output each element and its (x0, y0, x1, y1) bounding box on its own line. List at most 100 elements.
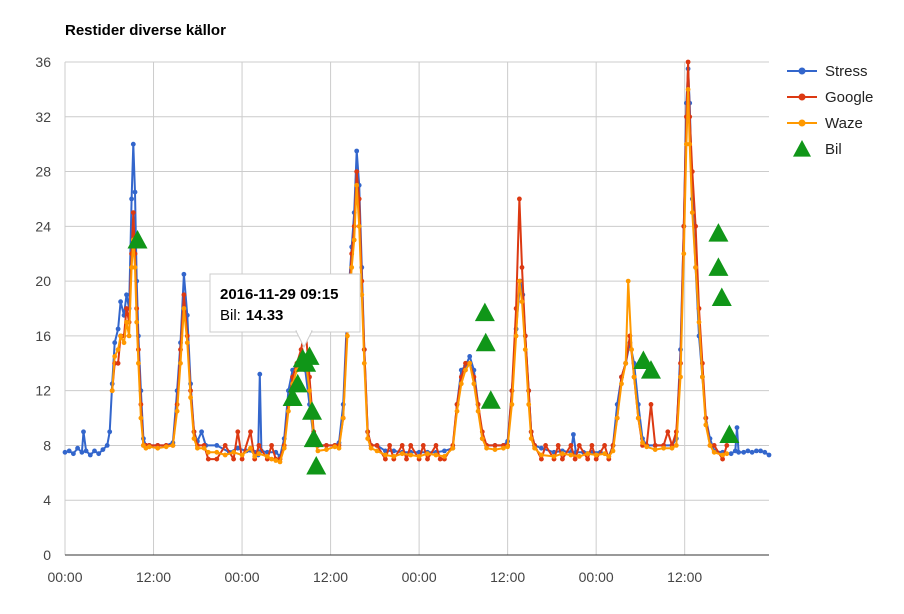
data-point (248, 445, 253, 451)
data-point (724, 451, 730, 457)
legend-item-google[interactable]: Google (787, 89, 873, 106)
data-point (383, 452, 388, 458)
data-point (689, 210, 695, 216)
data-point (269, 456, 274, 462)
legend-item-stress[interactable]: Stress (787, 63, 868, 80)
data-point (606, 454, 612, 459)
data-point (349, 265, 355, 270)
data-point (640, 440, 645, 446)
data-point (104, 443, 110, 448)
data-point (602, 443, 607, 448)
data-point (365, 436, 371, 441)
data-point (454, 408, 460, 414)
data-point (749, 449, 755, 455)
data-point (568, 443, 574, 448)
data-point (79, 449, 85, 455)
y-tick-label: 4 (43, 492, 51, 508)
data-point (629, 347, 634, 352)
data-point-triangle (633, 350, 654, 370)
data-point (758, 448, 763, 454)
data-point (351, 237, 357, 243)
data-point (252, 454, 258, 459)
data-point (408, 452, 414, 458)
data-point (354, 182, 360, 188)
data-point (136, 360, 141, 366)
data-point (484, 445, 489, 451)
data-point (517, 278, 522, 284)
data-point-triangle (127, 230, 148, 249)
data-point (539, 456, 544, 462)
data-point (205, 456, 211, 462)
data-point (551, 454, 557, 459)
data-point (356, 223, 362, 229)
data-point (188, 395, 194, 400)
legend-item-waze[interactable]: Waze (787, 115, 863, 132)
data-point (118, 333, 123, 339)
legend-dot (798, 119, 806, 127)
data-point-triangle (303, 428, 324, 448)
data-point (734, 425, 740, 430)
data-point (256, 443, 262, 448)
data-point (124, 319, 129, 325)
data-point (256, 451, 262, 457)
data-point (532, 445, 537, 451)
data-point (315, 448, 321, 454)
data-point (374, 448, 380, 454)
data-point (96, 451, 102, 457)
data-point (652, 447, 658, 452)
data-point-triangle (475, 332, 496, 352)
data-point-triangle (640, 360, 661, 379)
data-point-triangle (480, 390, 501, 409)
data-point (383, 456, 388, 462)
x-tick-label: 12:00 (136, 569, 171, 585)
data-point (711, 449, 717, 455)
data-point (467, 360, 473, 366)
series-layer (62, 59, 772, 475)
data-point (513, 333, 519, 339)
data-point (324, 447, 329, 452)
data-point (593, 452, 599, 458)
data-point (115, 347, 121, 352)
data-point (205, 449, 211, 455)
data-point (652, 443, 658, 448)
tooltip-title: 2016-11-29 09:15 (220, 286, 338, 303)
data-point (517, 196, 522, 202)
data-point (170, 443, 176, 448)
data-point (126, 333, 132, 339)
data-point (178, 360, 183, 366)
data-point (509, 402, 515, 407)
y-tick-label: 0 (43, 547, 51, 563)
y-tick-label: 28 (35, 164, 51, 180)
data-point (687, 141, 693, 147)
data-point (560, 451, 565, 457)
data-point (181, 292, 187, 298)
data-point (614, 415, 620, 421)
data-point (181, 271, 187, 277)
data-point (387, 443, 392, 448)
data-point (741, 449, 747, 455)
legend-label: Bil (825, 141, 842, 158)
data-point (693, 265, 698, 270)
x-tick-label: 12:00 (490, 569, 525, 585)
data-point (121, 340, 127, 346)
data-point-triangle (302, 401, 323, 420)
data-point (585, 451, 591, 457)
data-point (184, 340, 190, 346)
data-point (214, 456, 220, 462)
data-point (239, 456, 245, 462)
y-tick-label: 36 (35, 54, 51, 70)
legend-item-bil[interactable]: Bil (793, 140, 842, 158)
x-tick-label: 12:00 (667, 569, 702, 585)
y-tick-label: 24 (35, 218, 51, 234)
data-point (374, 443, 380, 448)
data-point (707, 443, 713, 448)
data-point (568, 452, 574, 458)
data-point (404, 456, 409, 462)
data-point (619, 381, 624, 387)
tooltip-body: Bil: 14.33 (220, 307, 283, 324)
data-point (519, 265, 525, 270)
data-point (324, 443, 329, 448)
data-point (585, 456, 591, 462)
